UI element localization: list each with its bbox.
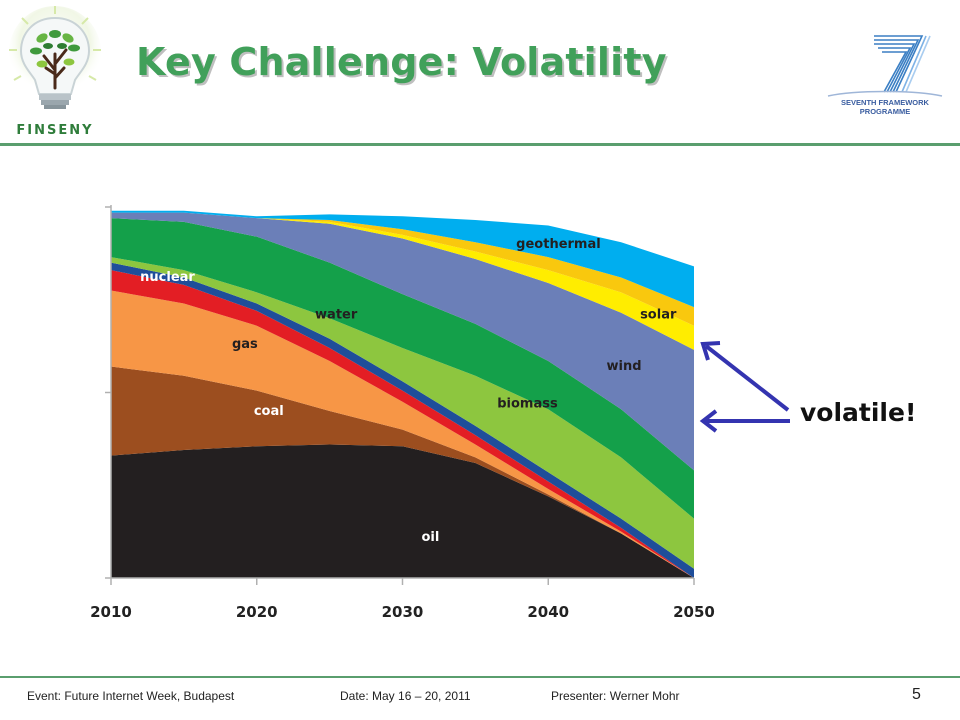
series-label-nuclear: nuclear — [140, 270, 195, 285]
seventh-framework-logo — [827, 35, 943, 97]
series-labels: nuclear gas coal water oil biomass geothermal w… — [140, 237, 677, 545]
header-divider — [0, 143, 960, 146]
footer-presenter: Presenter: Werner Mohr — [551, 689, 680, 703]
volatile-arrows — [699, 341, 790, 433]
chart-areas — [111, 210, 694, 578]
area-oil — [111, 444, 694, 578]
area-geothermal — [111, 212, 694, 350]
framework-logo-line1: SEVENTH FRAMEWORK — [841, 98, 929, 107]
area-band-10 — [111, 212, 694, 326]
volatile-annotation: volatile! — [800, 398, 917, 427]
series-label-gas: gas — [232, 337, 258, 352]
arrow-to-solar — [704, 344, 790, 412]
footer-date: Date: May 16 – 20, 2011 — [340, 689, 471, 703]
series-label-solar: solar — [640, 307, 677, 322]
page-number: 5 — [912, 686, 921, 703]
area-gas — [111, 290, 694, 578]
area-solar — [111, 212, 694, 471]
area-coal — [111, 366, 694, 578]
finseny-logo: FINSENY — [9, 6, 101, 138]
x-tick-label: 2020 — [236, 603, 278, 621]
series-label-coal: coal — [254, 404, 284, 419]
x-tick-label: 2010 — [90, 603, 132, 621]
chart-axes — [105, 205, 695, 585]
framework-logo-line2: PROGRAMME — [859, 107, 911, 116]
slide-title: Key Challenge: Volatility — [136, 40, 667, 84]
series-label-oil: oil — [421, 530, 439, 545]
area-wind — [111, 218, 694, 519]
arrow-to-wind-head — [699, 409, 718, 433]
series-label-wind: wind — [607, 359, 642, 374]
footer-event: Event: Future Internet Week, Budapest — [27, 689, 235, 703]
footer-divider — [0, 676, 960, 678]
series-label-geothermal: geothermal — [516, 237, 601, 252]
x-tick-labels: 2010 2020 2030 2040 2050 — [90, 603, 715, 621]
series-label-water: water — [315, 307, 358, 322]
x-tick-label: 2030 — [382, 603, 424, 621]
finseny-logo-text: FINSENY — [16, 123, 93, 138]
seven-icon — [874, 35, 931, 93]
arrow-to-solar-head — [700, 341, 721, 361]
x-tick-label: 2050 — [673, 603, 715, 621]
tree-icon — [30, 30, 80, 90]
x-tick-label: 2040 — [527, 603, 569, 621]
area-band-11 — [111, 210, 694, 308]
series-label-biomass: biomass — [497, 396, 558, 411]
